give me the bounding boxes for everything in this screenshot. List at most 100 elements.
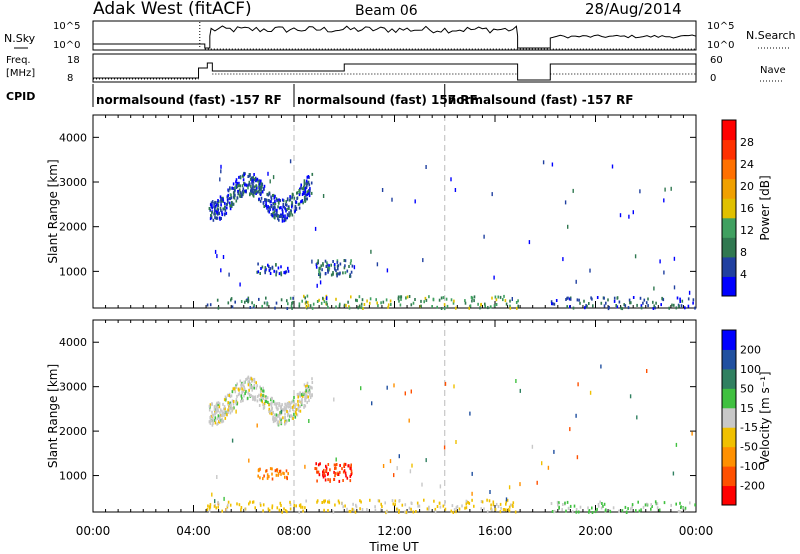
- data-cell: [339, 262, 342, 266]
- y-tick-label: 3000: [59, 176, 87, 189]
- data-cell: [304, 190, 307, 194]
- data-cell: [236, 394, 238, 398]
- data-cell: [241, 193, 243, 197]
- colorbar-tick-label: 20: [740, 180, 754, 193]
- data-cell: [505, 497, 508, 502]
- data-cell: [269, 410, 271, 414]
- data-cell: [647, 297, 649, 301]
- data-cell: [213, 408, 216, 411]
- data-cell: [680, 505, 682, 509]
- data-cell: [280, 271, 282, 275]
- data-cell: [237, 191, 240, 195]
- data-cell: [304, 404, 307, 408]
- freq-label-1: Freq.: [6, 55, 31, 66]
- data-cell: [221, 509, 223, 513]
- data-cell: [272, 399, 275, 403]
- data-cell: [561, 508, 563, 512]
- data-cell: [293, 396, 295, 399]
- data-cell: [244, 300, 246, 304]
- data-cell: [528, 240, 531, 245]
- data-cell: [308, 194, 311, 198]
- data-cell: [480, 507, 482, 511]
- data-cell: [613, 299, 616, 303]
- data-cell: [247, 383, 250, 387]
- data-cell: [636, 303, 638, 307]
- data-cell: [272, 194, 274, 197]
- data-cell: [240, 399, 242, 403]
- data-cell: [259, 182, 261, 186]
- data-cell: [264, 400, 267, 403]
- data-cell: [220, 198, 222, 202]
- data-cell: [551, 302, 553, 306]
- data-cell: [250, 377, 253, 381]
- data-cell: [341, 502, 343, 506]
- data-cell: [591, 511, 594, 514]
- data-cell: [271, 504, 274, 508]
- data-cell: [638, 509, 641, 513]
- data-cell: [269, 402, 272, 406]
- data-cell: [366, 299, 368, 303]
- data-cell: [309, 187, 311, 191]
- data-cell: [264, 198, 266, 202]
- nave-label: Nave: [760, 65, 786, 76]
- data-cell: [596, 296, 599, 299]
- data-cell: [298, 405, 300, 409]
- data-cell: [226, 505, 229, 509]
- data-cell: [493, 304, 496, 308]
- data-cell: [265, 201, 267, 205]
- x-axis-label: Time UT: [368, 540, 419, 554]
- colorbar-frame: [721, 119, 737, 297]
- data-cell: [679, 510, 681, 514]
- data-cell: [230, 297, 233, 301]
- data-cell: [208, 404, 211, 408]
- data-cell: [589, 268, 591, 273]
- data-cell: [257, 474, 259, 478]
- data-cell: [253, 303, 255, 307]
- data-cell: [681, 299, 684, 303]
- data-cell: [225, 410, 227, 414]
- data-cell: [225, 211, 228, 215]
- data-cell: [273, 413, 276, 417]
- data-cell: [289, 197, 292, 201]
- data-cell: [569, 297, 572, 301]
- data-cell: [327, 266, 329, 270]
- data-cell: [471, 296, 474, 300]
- data-cell: [597, 504, 600, 508]
- data-cell: [410, 507, 412, 511]
- data-cell: [349, 261, 352, 265]
- data-cell: [302, 201, 304, 205]
- data-cell: [592, 304, 594, 308]
- data-cell: [276, 208, 278, 212]
- data-cell: [206, 508, 209, 511]
- data-cell: [316, 283, 318, 288]
- data-cell: [325, 469, 328, 473]
- data-cell: [450, 177, 452, 182]
- data-cell: [222, 402, 224, 406]
- data-cell: [224, 407, 226, 411]
- y-tick-label: 2000: [59, 221, 87, 234]
- data-cell: [471, 299, 473, 303]
- data-cell: [252, 183, 254, 187]
- data-cell: [258, 197, 260, 201]
- data-cell: [519, 482, 521, 487]
- data-cell: [579, 301, 581, 305]
- data-cell: [251, 181, 253, 185]
- data-cell: [562, 257, 564, 262]
- data-cell: [256, 186, 258, 190]
- data-cell: [420, 304, 422, 308]
- data-cell: [411, 463, 413, 468]
- data-cell: [333, 470, 335, 474]
- data-cell: [343, 259, 346, 262]
- data-cell: [509, 503, 512, 507]
- data-cell: [297, 403, 299, 407]
- data-cell: [278, 218, 280, 222]
- nsearch-tick-bottom: 10^0: [707, 40, 734, 51]
- data-cell: [274, 469, 277, 473]
- data-cell: [260, 191, 262, 195]
- data-cell: [655, 502, 658, 506]
- data-cell: [224, 398, 227, 402]
- data-cell: [694, 503, 696, 507]
- freq-label-2: [MHz]: [6, 68, 35, 79]
- data-cell: [380, 301, 382, 305]
- data-cell: [422, 258, 424, 263]
